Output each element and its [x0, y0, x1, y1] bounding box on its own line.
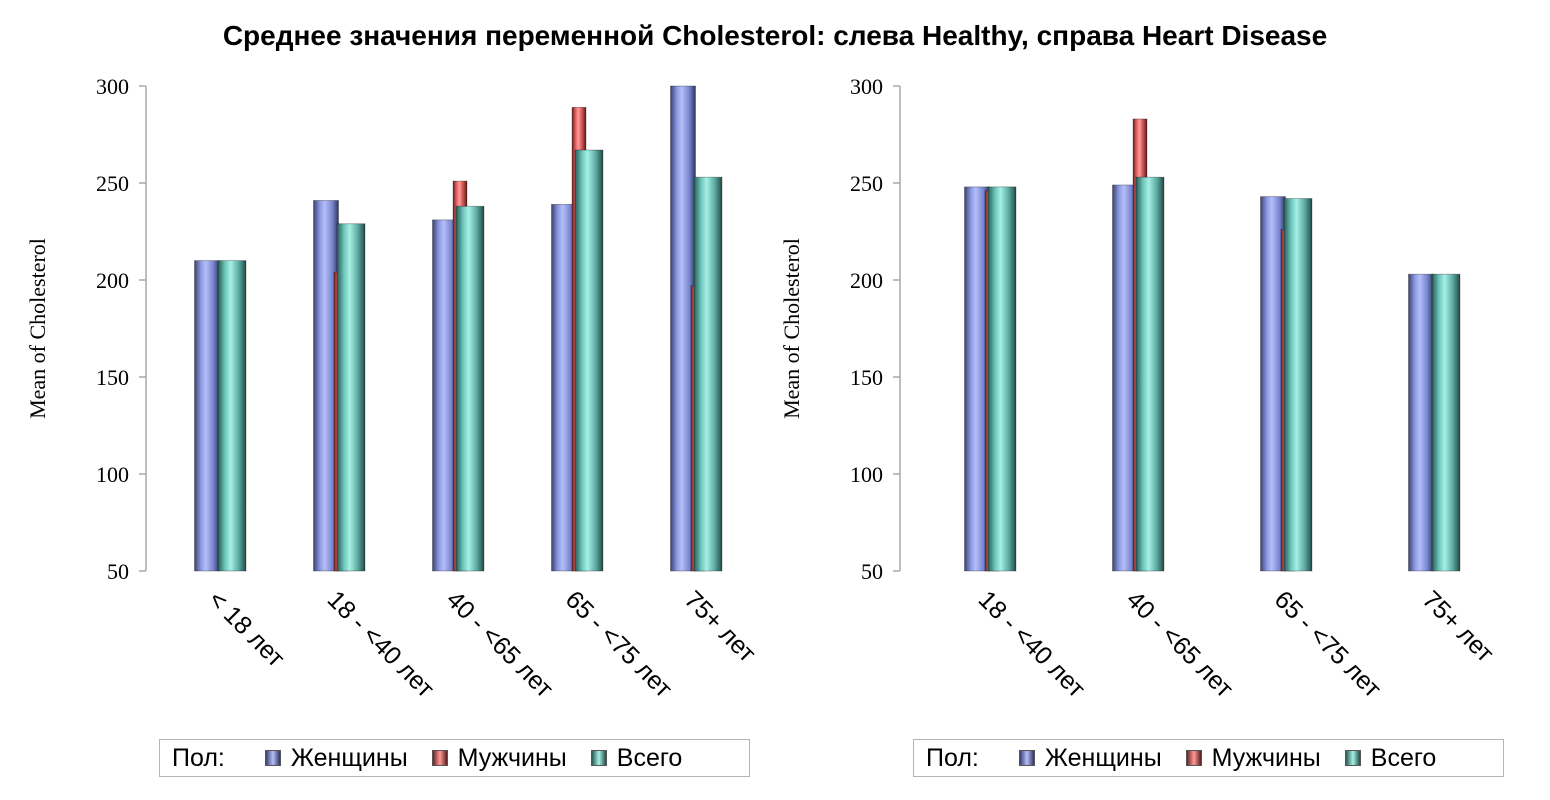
bar-total: [574, 149, 604, 572]
bar-total: [1431, 273, 1461, 572]
x-tick-label: < 18 лет: [203, 585, 291, 673]
y-tick-label: 200: [96, 268, 129, 293]
chart-title: Среднее значения переменной Cholesterol:…: [222, 20, 1328, 51]
y-tick-label: 250: [850, 171, 883, 196]
x-tick-label: 75+ лет: [679, 585, 762, 668]
y-tick-label: 250: [96, 171, 129, 196]
bar-total: [455, 205, 485, 572]
legend-swatch-men: [1185, 750, 1202, 766]
y-tick-label: 300: [96, 74, 129, 99]
y-tick-label: 150: [850, 365, 883, 390]
legend-item-total: Всего: [590, 743, 683, 773]
legend-swatch-men: [431, 750, 448, 766]
legend-label-total: Всего: [616, 743, 683, 772]
x-tick-label: 18 - <40 лет: [973, 585, 1091, 703]
y-tick-label: 200: [850, 268, 883, 293]
bar-women: [1408, 273, 1434, 572]
x-tick-label: 65 - <75 лет: [560, 585, 678, 703]
y-tick-label: 100: [96, 462, 129, 487]
legend-title: Пол:: [926, 743, 979, 772]
legend-label-men: Мужчины: [1211, 743, 1321, 772]
bar-total: [1283, 198, 1313, 572]
legend-title: Пол:: [172, 743, 225, 772]
legend-swatch-total: [590, 750, 607, 766]
right-chart-heart-disease: 50 100 150 200 250 300 Mean of Cholesterol 18 -…: [779, 74, 1499, 704]
y-axis-label: Mean of Cholesterol: [25, 238, 50, 419]
x-tick-label: 75+ лет: [1417, 585, 1500, 668]
legend-label-women: Женщины: [290, 743, 408, 772]
legend-item-men: Мужчины: [1185, 743, 1321, 773]
legend-swatch-total: [1344, 750, 1361, 766]
bar-total: [217, 260, 247, 572]
legend-label-men: Мужчины: [457, 743, 567, 772]
legend-item-total: Всего: [1344, 743, 1437, 773]
y-tick-label: 50: [861, 559, 883, 584]
legend-item-women: Женщины: [264, 743, 408, 773]
bar-women: [194, 260, 220, 572]
legend-left: Пол: Женщины Мужчины Всего: [159, 739, 750, 777]
y-axis-label: Mean of Cholesterol: [779, 238, 804, 419]
legend-swatch-women: [1018, 750, 1035, 766]
bar-total: [693, 176, 723, 572]
legend-label-total: Всего: [1370, 743, 1437, 772]
bar-total: [1135, 176, 1165, 572]
legend-right: Пол: Женщины Мужчины Всего: [913, 739, 1504, 777]
x-tick-label: 18 - <40 лет: [322, 585, 440, 703]
x-tick-label: 40 - <65 лет: [441, 585, 559, 703]
y-tick-label: 150: [96, 365, 129, 390]
y-tick-label: 50: [107, 559, 129, 584]
y-tick-label: 100: [850, 462, 883, 487]
x-tick-label: 65 - <75 лет: [1269, 585, 1387, 703]
legend-swatch-women: [264, 750, 281, 766]
legend-label-women: Женщины: [1044, 743, 1162, 772]
bar-total: [336, 223, 366, 572]
left-chart-healthy: 50 100 150 200 250 300 Mean of Cholesterol < 18…: [25, 74, 761, 704]
bar-total: [987, 186, 1017, 572]
x-tick-label: 40 - <65 лет: [1121, 585, 1239, 703]
y-tick-label: 300: [850, 74, 883, 99]
legend-item-women: Женщины: [1018, 743, 1162, 773]
legend-item-men: Мужчины: [431, 743, 567, 773]
